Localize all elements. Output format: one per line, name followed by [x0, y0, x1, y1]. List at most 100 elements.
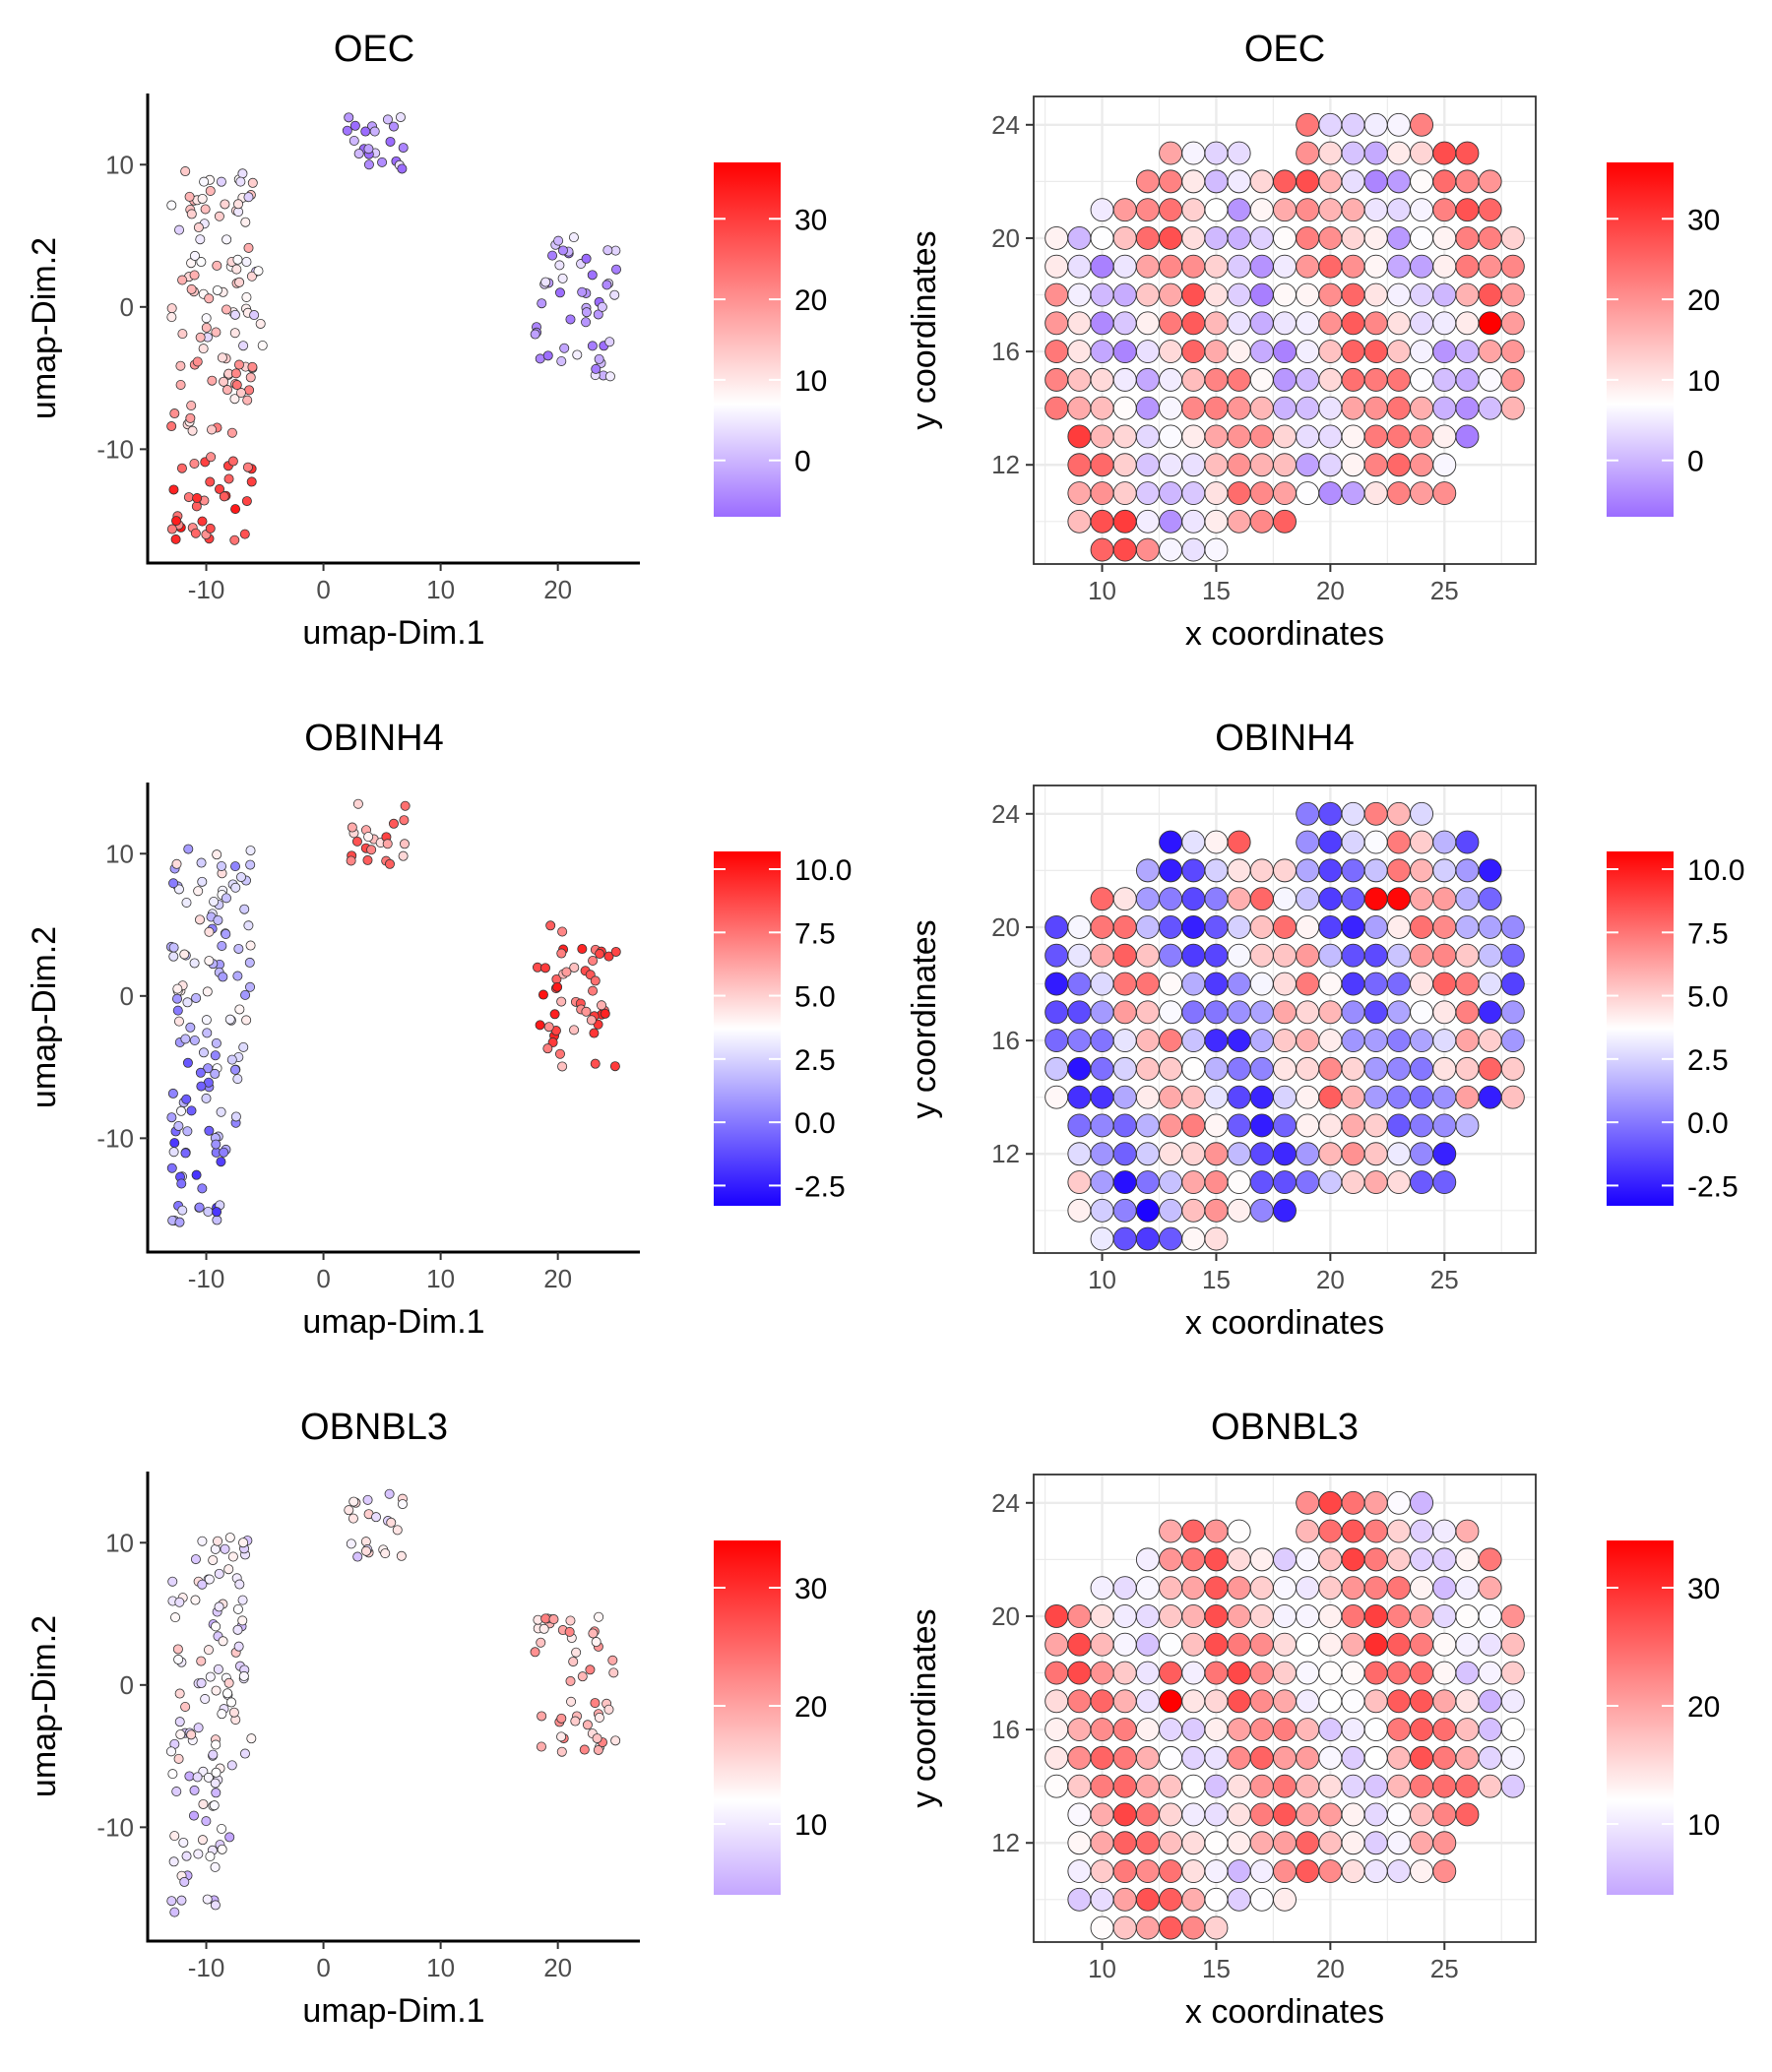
spatial-spot — [1296, 396, 1320, 420]
umap-point — [222, 1688, 233, 1699]
spatial-spot — [1318, 225, 1343, 250]
spatial-spot — [1273, 367, 1297, 392]
x-tick-label: 10 — [426, 575, 455, 604]
spatial-spot — [1410, 1802, 1434, 1827]
umap-point — [200, 1694, 211, 1705]
y-tick-label: -10 — [96, 434, 134, 464]
spatial-spot — [1249, 1859, 1274, 1883]
umap-point — [243, 192, 254, 203]
spatial-spot — [1067, 424, 1092, 449]
spatial-spot — [1159, 1632, 1183, 1657]
umap-point — [175, 379, 186, 390]
spatial-spot — [1273, 1745, 1297, 1770]
umap-point — [600, 1008, 610, 1019]
spatial-spot — [1386, 1056, 1411, 1081]
umap-point — [196, 1081, 207, 1092]
colorbar — [714, 851, 781, 1206]
umap-point — [219, 376, 229, 387]
colorbar-label: 30 — [794, 1573, 827, 1605]
spatial-spot — [1296, 887, 1320, 911]
spatial-spot — [1273, 1802, 1297, 1827]
umap-point — [235, 388, 246, 399]
y-tick-label: 20 — [991, 912, 1020, 942]
spatial-spot — [1227, 1576, 1251, 1601]
x-tick-label: 25 — [1430, 1954, 1459, 1983]
spatial-spot — [1318, 1519, 1343, 1543]
spatial-spot — [1410, 1831, 1434, 1855]
spatial-spot — [1432, 396, 1457, 420]
spatial-spot — [1296, 1029, 1320, 1053]
umap-point — [214, 211, 224, 221]
spatial-spot — [1181, 453, 1206, 477]
umap-point — [228, 1707, 239, 1718]
spatial-spot — [1363, 1085, 1388, 1109]
umap-point — [166, 303, 177, 314]
umap-point — [566, 1696, 577, 1707]
spatial-spot — [1249, 254, 1274, 279]
spatial-spot — [1135, 225, 1160, 250]
umap-point — [196, 257, 207, 268]
spatial-spot — [1067, 1142, 1092, 1166]
umap-point — [181, 1851, 192, 1861]
spatial-spot — [1204, 1661, 1229, 1685]
spatial-spot — [1478, 1085, 1502, 1109]
spatial-spot — [1227, 340, 1251, 364]
spatial-spot — [1249, 340, 1274, 364]
umap-point — [601, 280, 612, 290]
umap-point — [205, 1671, 216, 1682]
umap-point — [352, 1551, 363, 1562]
umap-point — [257, 341, 268, 351]
y-axis-title: umap-Dim.2 — [26, 926, 63, 1108]
spatial-spot — [1181, 1142, 1206, 1166]
spatial-spot — [1432, 481, 1457, 505]
spatial-spot — [1044, 1745, 1069, 1770]
spatial-spot — [1318, 1603, 1343, 1628]
umap-point — [195, 332, 206, 343]
spatial-spot — [1341, 858, 1365, 883]
spatial-spot — [1204, 254, 1229, 279]
spatial-spot — [1227, 169, 1251, 194]
umap-point — [590, 975, 601, 986]
spatial-spot — [1273, 396, 1297, 420]
spatial-spot — [1159, 169, 1183, 194]
spatial-spot — [1386, 914, 1411, 939]
spatial-spot — [1067, 1198, 1092, 1223]
spatial-spot — [1112, 943, 1137, 968]
spatial-spot — [1318, 887, 1343, 911]
umap-point — [536, 1741, 546, 1752]
umap-point — [385, 136, 396, 147]
umap-point — [556, 1746, 567, 1757]
spatial-spot — [1090, 1170, 1114, 1194]
spatial-spot — [1478, 887, 1502, 911]
umap-point — [597, 1000, 607, 1011]
axis-lines — [146, 783, 640, 1254]
x-tick-label: 20 — [543, 575, 572, 604]
spatial-spot — [1249, 1000, 1274, 1025]
spatial-spot — [1410, 972, 1434, 996]
umap-point — [168, 484, 179, 495]
x-tick-label: 0 — [316, 1953, 330, 1982]
umap-point — [212, 1215, 222, 1225]
umap-point — [229, 309, 240, 320]
umap-point — [223, 473, 234, 484]
umap-point — [223, 1677, 234, 1688]
spatial-spot — [1135, 1142, 1160, 1166]
spatial-spot — [1249, 943, 1274, 968]
colorbar-label: 2.5 — [794, 1044, 836, 1077]
umap-point — [556, 355, 567, 366]
umap-point — [595, 949, 605, 960]
umap-point — [198, 1798, 209, 1809]
spatial-spot — [1044, 340, 1069, 364]
spatial-spot — [1112, 311, 1137, 336]
x-tick-label: 10 — [426, 1264, 455, 1293]
umap-point — [396, 1550, 407, 1561]
spatial-spot — [1386, 254, 1411, 279]
spatial-spot — [1410, 858, 1434, 883]
colorbar — [1607, 851, 1674, 1206]
umap-point — [210, 1900, 221, 1911]
spatial-spot — [1455, 1774, 1480, 1798]
spatial-spot — [1204, 340, 1229, 364]
spatial-spot — [1067, 1085, 1092, 1109]
umap-point — [253, 266, 264, 277]
umap-point — [610, 1735, 621, 1746]
